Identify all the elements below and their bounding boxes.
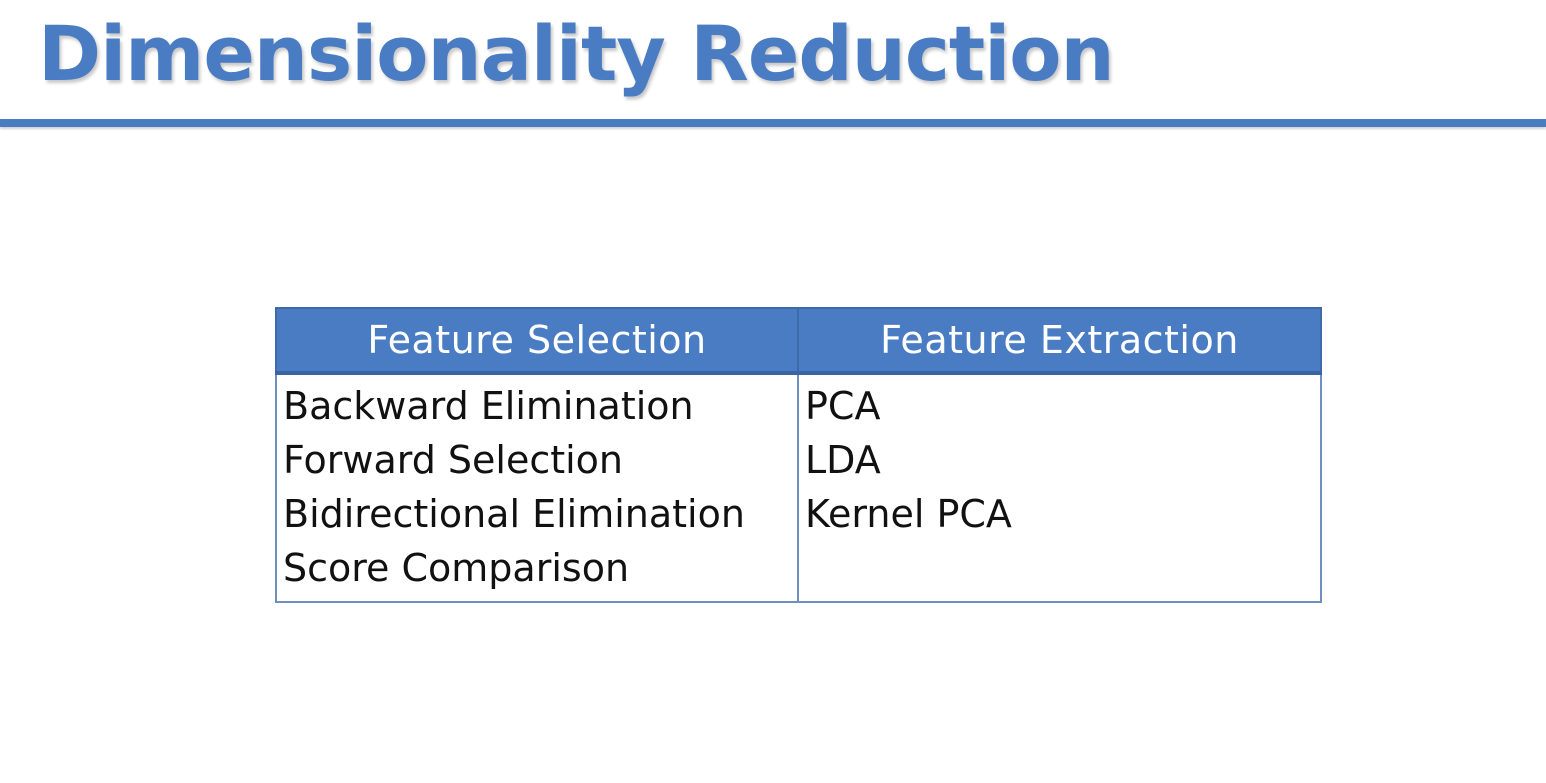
table-row: Backward Elimination Forward Selection B… [275, 373, 1322, 603]
list-item-score-comparison: Score Comparison [283, 546, 630, 590]
comparison-table: Feature Selection Feature Extraction Bac… [275, 307, 1322, 603]
list-item-pca: PCA [805, 384, 881, 428]
slide-title: Dimensionality Reduction [38, 9, 1115, 98]
header-feature-selection: Feature Selection [275, 307, 799, 375]
feature-extraction-cell: PCA LDA Kernel PCA [797, 373, 1322, 603]
header-feature-extraction: Feature Extraction [797, 307, 1322, 375]
title-divider [0, 119, 1546, 127]
list-item-lda: LDA [805, 438, 881, 482]
list-item-bidirectional-elimination: Bidirectional Elimination [283, 492, 745, 536]
comparison-table-container: Feature Selection Feature Extraction Bac… [275, 307, 1322, 603]
table-header-row: Feature Selection Feature Extraction [275, 307, 1322, 375]
list-item-kernel-pca: Kernel PCA [805, 492, 1012, 536]
list-item-backward-elimination: Backward Elimination [283, 384, 694, 428]
feature-selection-cell: Backward Elimination Forward Selection B… [275, 373, 799, 603]
list-item-forward-selection: Forward Selection [283, 438, 624, 482]
